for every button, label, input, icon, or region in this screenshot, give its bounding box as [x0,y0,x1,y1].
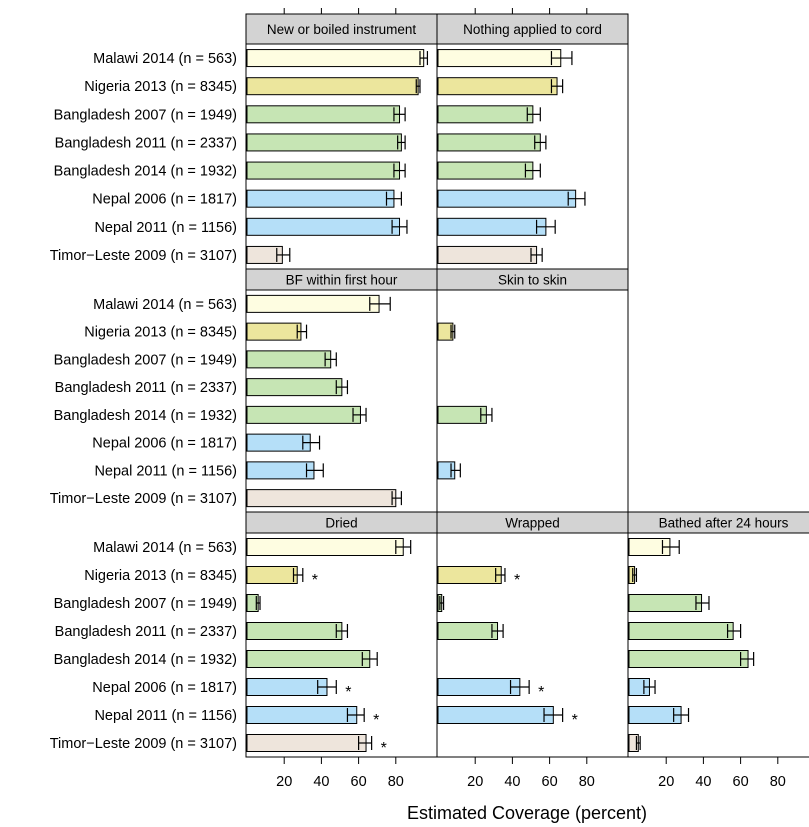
significance-marker: * [538,684,544,701]
category-label: Nepal 2006 (n = 1817) [92,436,237,452]
bar [437,217,547,236]
bar [246,133,402,152]
tick-label: 80 [579,774,595,790]
category-label: Bangladesh 2007 (n = 1949) [54,596,237,612]
category-label: Bangladesh 2014 (n = 1932) [54,408,237,424]
tick-label: 20 [658,774,674,790]
bar [246,378,343,397]
bar [628,650,749,668]
bar [437,245,538,264]
tick-label: 40 [313,774,329,790]
panel-strip [245,13,438,45]
bar [628,622,734,640]
bar [628,594,703,612]
category-label: Bangladesh 2014 (n = 1932) [54,164,237,180]
category-label: Bangladesh 2007 (n = 1949) [54,107,237,123]
bar [437,133,541,152]
tick-label: 80 [388,774,404,790]
tick-label: 60 [733,774,749,790]
category-label: Timor−Leste 2009 (n = 3107) [50,736,237,752]
bar [246,433,311,452]
bar [246,217,401,236]
significance-marker: * [345,684,351,701]
category-label: Bangladesh 2011 (n = 2337) [55,135,237,151]
bar [246,622,343,640]
panel-title: Wrapped [505,516,560,531]
bar [246,706,358,724]
bar [437,105,534,124]
panel-frame [436,289,629,513]
x-axis-label: Estimated Coverage (percent) [407,803,647,823]
significance-marker: * [572,712,578,729]
panel-title: New or boiled instrument [267,22,417,37]
significance-marker: * [381,740,387,757]
panel-title: Bathed after 24 hours [659,516,789,531]
panel-strip [436,13,629,45]
panel-title: Nothing applied to cord [463,22,602,37]
bar [246,566,298,584]
bar [246,678,328,696]
category-label: Nigeria 2013 (n = 8345) [84,325,237,341]
bar [437,566,502,584]
category-label: Nepal 2006 (n = 1817) [92,680,237,696]
bar [246,49,425,68]
category-label: Malawi 2014 (n = 563) [93,540,237,556]
bar [246,650,371,668]
category-label: Malawi 2014 (n = 563) [93,51,237,67]
tick-label: 60 [542,774,558,790]
tick-label: 40 [695,774,711,790]
category-label: Nepal 2011 (n = 1156) [94,708,237,724]
category-label: Malawi 2014 (n = 563) [93,297,237,313]
bar [246,77,419,96]
bar [246,350,332,369]
bar [437,678,521,696]
bar [437,161,534,180]
bar [437,189,577,208]
bar [246,734,367,752]
bar [246,461,315,480]
bar [246,538,404,556]
bar [246,294,380,313]
category-label: Timor−Leste 2009 (n = 3107) [50,248,237,264]
category-label: Nepal 2006 (n = 1817) [92,192,237,208]
significance-marker: * [312,572,318,589]
category-label: Nigeria 2013 (n = 8345) [84,79,237,95]
panel-title: Skin to skin [498,273,567,288]
bar [437,405,487,424]
bar [246,322,302,341]
category-label: Bangladesh 2007 (n = 1949) [54,352,237,368]
category-label: Bangladesh 2014 (n = 1932) [54,652,237,668]
bar [437,622,499,640]
bar [246,105,401,124]
panel-frame [627,532,809,758]
category-label: Nigeria 2013 (n = 8345) [84,568,237,584]
tick-label: 20 [467,774,483,790]
tick-label: 40 [504,774,520,790]
tick-label: 80 [770,774,786,790]
panel-title: Dried [325,516,357,531]
bar [437,49,562,68]
category-label: Bangladesh 2011 (n = 2337) [55,624,237,640]
significance-marker: * [514,572,520,589]
category-label: Nepal 2011 (n = 1156) [94,463,237,479]
tick-label: 20 [276,774,292,790]
tick-label: 60 [351,774,367,790]
bar [246,489,397,508]
panel-title: BF within first hour [286,273,398,288]
category-label: Bangladesh 2011 (n = 2337) [55,380,237,396]
bar [437,706,554,724]
bar [246,161,401,180]
category-label: Timor−Leste 2009 (n = 3107) [50,491,237,507]
bar [246,189,395,208]
bar [246,405,361,424]
category-label: Nepal 2011 (n = 1156) [94,220,237,236]
bar [437,77,558,96]
significance-marker: * [373,712,379,729]
